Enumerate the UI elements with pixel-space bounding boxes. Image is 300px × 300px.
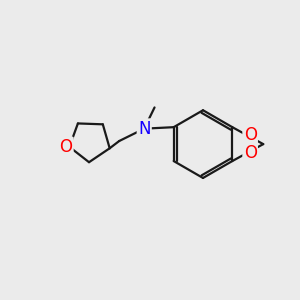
- Text: O: O: [59, 138, 72, 156]
- Text: O: O: [244, 126, 256, 144]
- Text: N: N: [138, 120, 151, 138]
- Text: O: O: [244, 144, 256, 162]
